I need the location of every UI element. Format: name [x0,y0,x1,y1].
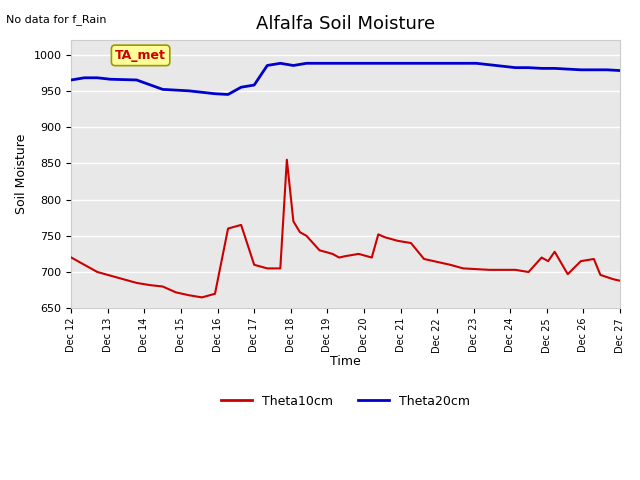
Y-axis label: Soil Moisture: Soil Moisture [15,134,28,215]
Text: TA_met: TA_met [115,49,166,62]
Legend: Theta10cm, Theta20cm: Theta10cm, Theta20cm [216,390,476,413]
Text: No data for f_Rain: No data for f_Rain [6,14,107,25]
X-axis label: Time: Time [330,355,361,368]
Title: Alfalfa Soil Moisture: Alfalfa Soil Moisture [256,15,435,33]
